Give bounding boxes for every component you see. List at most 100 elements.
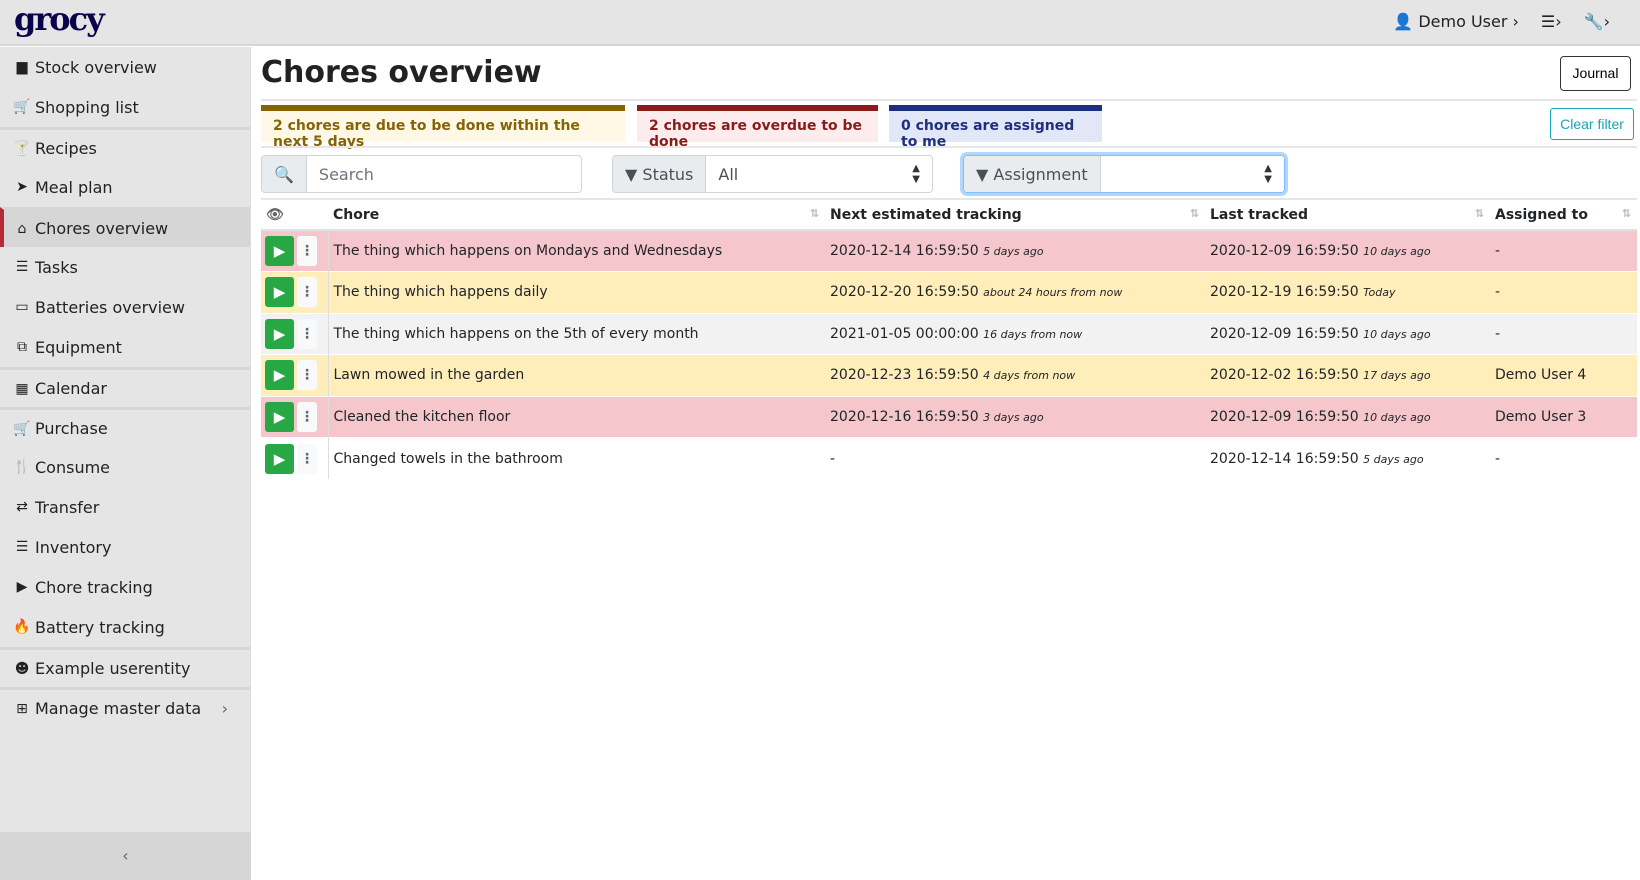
column-last-tracked[interactable]: Last tracked ⇅ (1205, 200, 1490, 231)
table-icon: ⊞ (16, 700, 28, 717)
assignment-filter-group: ▼ Assignment ▲ ▼ (963, 155, 1285, 193)
next-date: 2020-12-23 16:59:50 (830, 367, 979, 384)
eye-icon: 👁 (266, 206, 284, 223)
table-row: ▶ ⋮ Cleaned the kitchen floor 2020-12-16 … (261, 395, 1637, 438)
track-chore-button[interactable]: ▶ (265, 318, 294, 349)
chore-name[interactable]: Cleaned the kitchen floor (328, 395, 825, 438)
more-options-button[interactable]: ⋮ (297, 277, 317, 308)
table-row: ▶ ⋮ The thing which happens daily 2020-12… (261, 271, 1637, 313)
clear-filter-button[interactable]: Clear filter (1550, 108, 1634, 140)
assignment-select[interactable]: ▲ ▼ (1100, 156, 1284, 192)
more-options-button[interactable]: ⋮ (297, 401, 317, 432)
battery-icon: ▭ (15, 299, 29, 315)
sidebar-item-recipes[interactable]: 🍸 Recipes (0, 127, 250, 167)
column-chore[interactable]: Chore ⇅ (328, 200, 825, 231)
chore-name[interactable]: The thing which happens on the 5th of ev… (328, 312, 825, 355)
journal-button[interactable]: Journal (1560, 56, 1631, 91)
next-relative: about 24 hours from now (983, 286, 1123, 300)
next-estimated-cell: - (825, 437, 1205, 479)
more-options-button[interactable]: ⋮ (297, 360, 317, 391)
sidebar-item-purchase[interactable]: 🛒 Purchase (0, 407, 250, 447)
sidebar-item-label: Meal plan (35, 177, 113, 197)
user-menu[interactable]: 👤 Demo User › (1393, 12, 1519, 31)
table-row: ▶ ⋮ Changed towels in the bathroom - 2020… (261, 437, 1637, 479)
next-relative: 16 days from now (983, 327, 1083, 341)
sort-icon: ⇅ (1189, 206, 1199, 220)
sidebar-item-example-userentity[interactable]: ☻ Example userentity (0, 647, 250, 687)
last-date: 2020-12-02 16:59:50 (1210, 367, 1359, 384)
column-label: Assigned to (1495, 206, 1588, 223)
next-estimated-cell: 2021-01-05 00:00:00 16 days from now (825, 312, 1205, 355)
user-name: Demo User (1418, 12, 1508, 31)
sidebar-item-transfer[interactable]: ⇄ Transfer (0, 487, 250, 527)
sidebar-item-tasks[interactable]: ☰ Tasks (0, 247, 250, 287)
track-chore-button[interactable]: ▶ (265, 236, 294, 266)
sidebar-item-label: Chore tracking (35, 577, 153, 597)
last-relative: Today (1363, 286, 1396, 300)
overdue-alert[interactable]: 2 chores are overdue to be done (637, 105, 878, 150)
last-date: 2020-12-14 16:59:50 (1210, 450, 1359, 467)
collapse-sidebar-button[interactable]: ‹ (0, 832, 251, 880)
sidebar-item-battery-tracking[interactable]: 🔥 Battery tracking (0, 607, 250, 647)
sidebar-item-calendar[interactable]: ▦ Calendar (0, 367, 250, 407)
more-options-button[interactable]: ⋮ (297, 236, 317, 266)
track-chore-button[interactable]: ▶ (265, 360, 294, 391)
sidebar-item-chore-tracking[interactable]: ▶ Chore tracking (0, 567, 250, 607)
sidebar-item-inventory[interactable]: ☰ Inventory (0, 527, 250, 567)
list-icon: ☰ (15, 539, 29, 555)
sidebar-item-label: Recipes (35, 139, 97, 158)
last-date: 2020-12-09 16:59:50 (1210, 408, 1359, 425)
last-tracked-cell: 2020-12-02 16:59:50 17 days ago (1205, 354, 1490, 396)
more-options-button[interactable]: ⋮ (297, 443, 317, 474)
chore-name[interactable]: Changed towels in the bathroom (328, 437, 825, 479)
track-chore-button[interactable]: ▶ (265, 443, 294, 474)
select-arrows-icon: ▲ ▼ (912, 163, 920, 185)
row-actions: ▶ ⋮ (261, 229, 329, 272)
track-chore-button[interactable]: ▶ (265, 277, 294, 308)
next-date: - (830, 450, 836, 467)
last-date: 2020-12-09 16:59:50 (1210, 325, 1359, 342)
sidebar-item-chores-overview[interactable]: ⌂ Chores overview (0, 207, 250, 247)
sidebar-item-consume[interactable]: 🍴 Consume (0, 447, 250, 487)
box-icon: ▆ (16, 59, 28, 75)
sidebar-item-label: Tasks (35, 257, 78, 277)
search-input[interactable]: Search (306, 156, 581, 192)
grocy-logo[interactable]: grocy (14, 0, 105, 38)
track-chore-button[interactable]: ▶ (265, 401, 294, 432)
column-visibility[interactable]: 👁 (261, 200, 328, 231)
assigned-to: - (1490, 312, 1637, 355)
table-row: ▶ ⋮ The thing which happens on the 5th of… (261, 312, 1637, 355)
sidebar-item-shopping-list[interactable]: 🛒 Shopping list (0, 87, 250, 127)
column-next-estimated[interactable]: Next estimated tracking ⇅ (825, 200, 1205, 231)
last-tracked-cell: 2020-12-14 16:59:50 5 days ago (1205, 437, 1490, 479)
home-icon: ⌂ (17, 220, 27, 237)
more-options-button[interactable]: ⋮ (297, 318, 317, 349)
sidebar-item-meal-plan[interactable]: ➤ Meal plan (0, 167, 250, 207)
cocktail-icon: 🍸 (13, 140, 31, 157)
status-label: ▼ Status (613, 156, 707, 192)
sidebar-item-stock-overview[interactable]: ▆ Stock overview (0, 47, 250, 87)
chore-name[interactable]: The thing which happens daily (328, 271, 825, 313)
tools-menu[interactable]: 🔧› (1583, 12, 1610, 31)
assigned-to-me-alert[interactable]: 0 chores are assigned to me (889, 105, 1102, 150)
row-actions: ▶ ⋮ (261, 271, 329, 313)
sidebar-item-label: Batteries overview (35, 297, 185, 317)
sidebar-item-manage-master-data[interactable]: ⊞ Manage master data › (0, 687, 250, 727)
due-soon-alert[interactable]: 2 chores are due to be done within the n… (261, 105, 625, 150)
cart-icon: 🛒 (13, 420, 31, 437)
status-select[interactable]: All ▲ ▼ (706, 156, 932, 192)
settings-menu[interactable]: ☰› (1540, 12, 1562, 31)
chore-name[interactable]: The thing which happens on Mondays and W… (328, 229, 825, 272)
divider (261, 99, 1637, 101)
column-assigned-to[interactable]: Assigned to ⇅ (1490, 200, 1637, 231)
assignment-label: ▼ Assignment (964, 156, 1101, 192)
table-row: ▶ ⋮ The thing which happens on Mondays an… (261, 229, 1637, 272)
row-actions: ▶ ⋮ (261, 312, 329, 355)
next-date: 2020-12-14 16:59:50 (830, 243, 979, 259)
assignment-label-text: Assignment (993, 164, 1088, 184)
sidebar-item-batteries-overview[interactable]: ▭ Batteries overview (0, 287, 250, 327)
sidebar-item-equipment[interactable]: ⧉ Equipment (0, 327, 250, 367)
chore-name[interactable]: Lawn mowed in the garden (328, 354, 825, 396)
assigned-to: - (1490, 271, 1637, 313)
sidebar: ▆ Stock overview 🛒 Shopping list 🍸 Recipes ➤ Me… (0, 47, 251, 880)
